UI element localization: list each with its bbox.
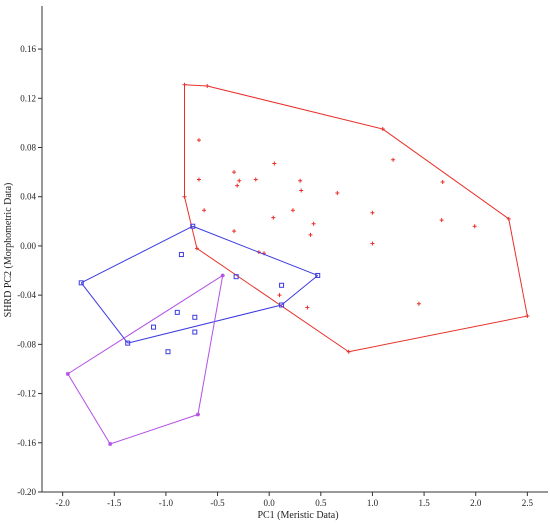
y-tick-label: 0.16 — [20, 44, 36, 54]
group-2-point — [315, 272, 321, 278]
x-tick-label: 2.5 — [522, 498, 534, 508]
group-1-point — [440, 179, 445, 184]
group-3-hull-edge — [197, 275, 224, 415]
y-tick-label: -0.20 — [17, 487, 36, 497]
group-1-point — [525, 314, 530, 319]
group-1-hull-edge — [207, 85, 383, 130]
x-tick-label: 0.0 — [264, 498, 276, 508]
x-tick-label: 1.0 — [367, 498, 379, 508]
plot-area: 0.16 0.12 0.08 0.04 0.00 -0.04 -0.08 -0.12 -0.16… — [17, 6, 548, 508]
y-tick-label: -0.04 — [17, 290, 36, 300]
y-tick-label: 0.08 — [20, 142, 36, 152]
x-tick-label: 1.5 — [418, 498, 430, 508]
group-3-point — [220, 273, 225, 278]
group-2-hull-edge — [281, 275, 319, 306]
x-axis-label: PC1 (Meristic Data) — [257, 510, 338, 521]
group-1-point — [439, 218, 444, 223]
group-1-point — [182, 194, 187, 199]
group-1-point — [196, 138, 201, 143]
group-2-hull-edge — [192, 225, 318, 276]
group-1-point — [472, 224, 477, 229]
group-1-point — [194, 246, 199, 251]
group-3-point — [195, 412, 200, 417]
group-1-point — [305, 305, 310, 310]
group-1-point — [391, 157, 396, 162]
group-1-point — [370, 210, 375, 215]
group-1-point — [235, 183, 240, 188]
group-2-point — [165, 349, 171, 355]
group-3-hull-edge — [67, 373, 111, 445]
group-2-point — [192, 314, 198, 320]
group-2-point — [174, 309, 180, 315]
group-1-point — [202, 208, 207, 213]
group-2-point — [279, 302, 285, 308]
y-tick-label: -0.12 — [17, 389, 36, 399]
group-2-hull-edge — [80, 282, 129, 344]
group-1-point — [271, 215, 276, 220]
x-tick-label: -1.5 — [107, 498, 122, 508]
group-1-point — [370, 241, 375, 246]
group-3-hull-edge — [67, 275, 223, 375]
group-2-point — [233, 274, 239, 280]
x-tick-label: -1.0 — [159, 498, 174, 508]
y-tick-label: 0.04 — [20, 192, 36, 202]
group-1-point — [196, 177, 201, 182]
group-1-point — [308, 232, 313, 237]
group-2-point — [279, 282, 285, 288]
group-1-point — [253, 177, 258, 182]
group-1-point — [272, 161, 277, 166]
group-2-point — [151, 324, 157, 330]
group-1-hull-edge — [196, 247, 349, 353]
group-1-point — [299, 188, 304, 193]
group-2-point — [190, 223, 196, 229]
group-1-point — [346, 349, 351, 354]
group-2-hull-edge — [81, 225, 193, 284]
group-2-point — [192, 329, 198, 335]
group-1-hull-edge — [382, 128, 510, 220]
group-2-point — [78, 280, 84, 286]
group-1-point — [335, 191, 340, 196]
group-1-point — [232, 170, 237, 175]
group-1-point — [237, 178, 242, 183]
y-tick-label: -0.16 — [17, 438, 36, 448]
x-tick-label: 0.5 — [315, 498, 327, 508]
group-2-hull-edge — [127, 304, 282, 344]
group-1-point — [182, 82, 187, 87]
group-1-hull-edge — [348, 315, 528, 353]
y-tick-label: -0.08 — [17, 339, 36, 349]
x-tick-label: -0.5 — [210, 498, 225, 508]
group-1-point — [311, 221, 316, 226]
x-tick-label: 2.0 — [470, 498, 482, 508]
group-1-point — [232, 229, 237, 234]
group-1-point — [416, 301, 421, 306]
group-1-point — [277, 293, 282, 298]
y-tick-label: 0.00 — [20, 241, 36, 251]
group-2-point — [125, 340, 131, 346]
group-3-hull-edge — [109, 414, 199, 445]
group-3-point — [108, 442, 113, 447]
group-1-point — [205, 83, 210, 88]
group-1-point — [506, 216, 511, 221]
y-tick-label: 0.12 — [20, 93, 36, 103]
group-1-point — [290, 208, 295, 213]
group-1-hull-edge — [184, 196, 198, 249]
group-3-point — [65, 371, 70, 376]
y-axis-label: SHRD PC2 (Morphometric Data) — [3, 183, 14, 318]
group-1-hull-edge — [184, 84, 208, 87]
group-1-point — [298, 178, 303, 183]
x-tick-label: -2.0 — [56, 498, 71, 508]
group-2-point — [178, 252, 184, 258]
group-1-point — [380, 127, 385, 132]
group-1-hull-edge — [508, 218, 528, 317]
